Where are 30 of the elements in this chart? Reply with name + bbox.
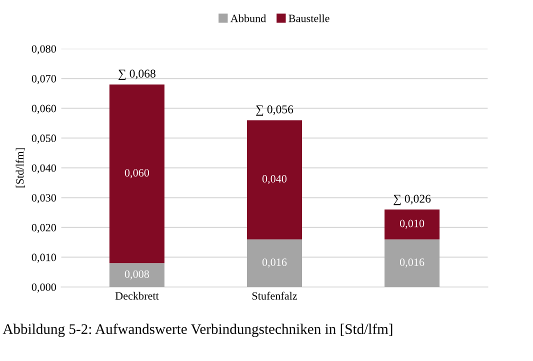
bar [109, 84, 164, 264]
legend-label: Abbund [230, 14, 266, 22]
y-tick-label: 0,050 [32, 134, 56, 144]
y-tick-label: 0,080 [32, 45, 56, 54]
text: Abbildung 5-2: Aufwandswerte Verbindungstechniken in [Std/lfm] [2, 324, 392, 338]
data-label: 0,016 [400, 258, 424, 268]
data-label: 0,060 [124, 169, 150, 178]
y-tick-label: 0,030 [32, 194, 56, 204]
y-tick-label: 0,040 [32, 164, 56, 174]
y-tick-label: 0,000 [32, 283, 56, 293]
bar [246, 120, 302, 240]
y-tick-label: 0,020 [32, 224, 56, 233]
y-tick-label: 0,060 [32, 104, 56, 114]
total-label: ∑ 0,068 [118, 70, 156, 80]
x-tick-label: Stufenfalz [252, 292, 298, 300]
y-tick-label: 0,010 [32, 254, 56, 263]
data-label: 0,010 [400, 220, 424, 229]
legend-label: Baustelle [288, 14, 330, 22]
x-tick-label: Deckbrett [115, 292, 159, 300]
data-label: 0,016 [262, 258, 287, 268]
data-label: 0,008 [124, 270, 150, 280]
data-label: 0,040 [262, 175, 287, 184]
bar [246, 239, 302, 287]
bar [384, 210, 440, 240]
bar [384, 239, 440, 287]
total-label: ∑ 0,056 [256, 105, 294, 116]
y-tick-label: 0,070 [32, 74, 56, 84]
bar [109, 263, 164, 287]
total-label: ∑ 0,026 [394, 194, 431, 206]
y-axis-title: [Std/lfm] [16, 148, 25, 188]
